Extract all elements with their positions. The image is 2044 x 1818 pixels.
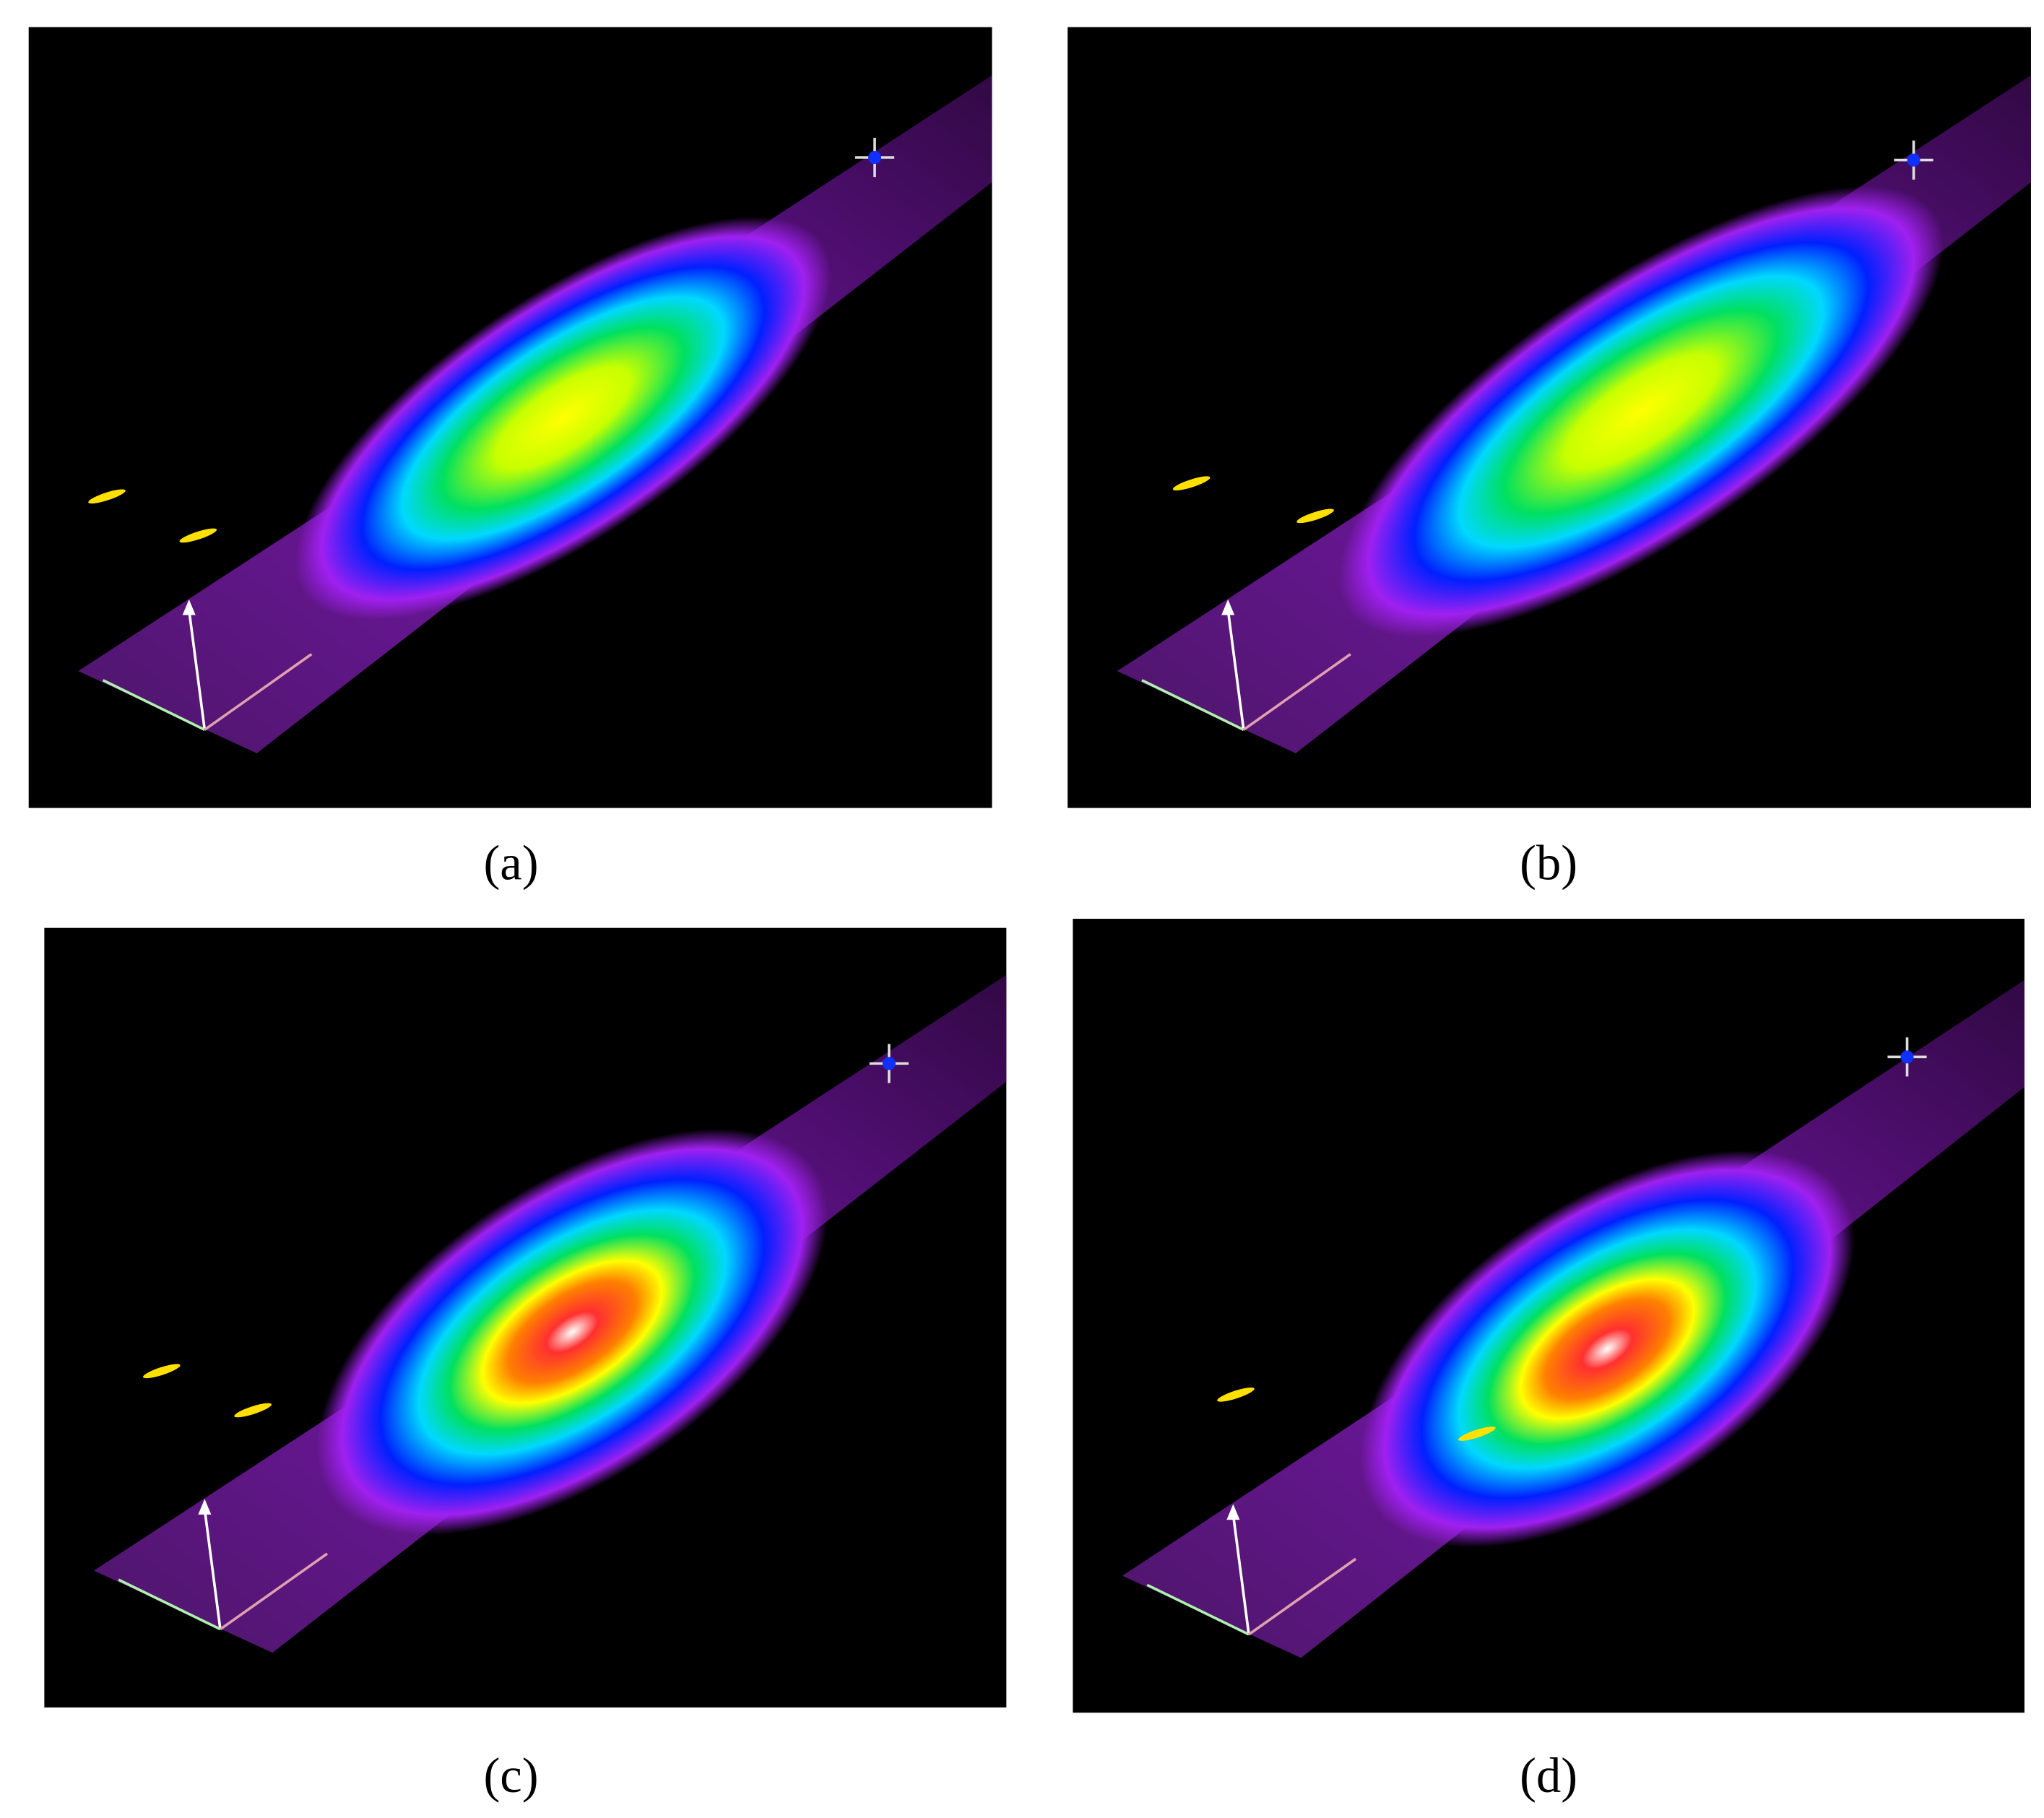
panel: [1068, 27, 2031, 808]
panel-caption: (d): [1520, 1748, 1577, 1803]
crosshair-center: [868, 150, 882, 165]
crosshair-center: [1900, 1050, 1914, 1064]
axis-right: [219, 1552, 329, 1631]
axis-right: [204, 653, 313, 731]
yellow-marker: [88, 489, 126, 504]
axis-left: [118, 1578, 221, 1631]
panel: [44, 927, 1007, 1707]
render-scene: [78, 75, 992, 753]
intensity-blob: [1359, 1150, 1855, 1548]
yellow-marker: [234, 1403, 272, 1418]
yellow-marker: [1458, 1427, 1496, 1441]
panel: [1073, 919, 2024, 1713]
yellow-marker: [1217, 1387, 1255, 1402]
axis-up-head: [182, 599, 196, 615]
axis-left: [1141, 679, 1244, 731]
axis-up-head: [198, 1499, 212, 1515]
panel-caption: (c): [483, 1748, 538, 1803]
axis-up-head: [1226, 1504, 1240, 1520]
axis-up: [203, 1509, 222, 1629]
intensity-blob: [1338, 186, 1944, 638]
crosshair-center: [882, 1057, 896, 1070]
crosshair-center: [1907, 153, 1920, 167]
axis-up: [187, 610, 207, 730]
yellow-marker: [1172, 476, 1211, 491]
axis-up: [1231, 1514, 1250, 1635]
axis-up: [1226, 610, 1245, 730]
panel: [28, 27, 992, 808]
render-scene: [1122, 979, 2024, 1658]
yellow-marker: [142, 1364, 181, 1379]
axis-right: [1248, 1557, 1357, 1636]
intensity-blob: [295, 216, 831, 620]
yellow-marker: [1296, 508, 1334, 524]
panel-caption: (b): [1520, 835, 1577, 890]
yellow-marker: [179, 528, 217, 543]
render-scene: [1117, 75, 2031, 753]
axis-left: [1146, 1583, 1250, 1636]
panel-caption: (a): [483, 835, 538, 890]
intensity-blob: [316, 1128, 828, 1536]
axis-up-head: [1221, 599, 1235, 615]
axis-right: [1242, 653, 1351, 731]
axis-left: [102, 679, 206, 731]
render-scene: [93, 974, 1007, 1653]
